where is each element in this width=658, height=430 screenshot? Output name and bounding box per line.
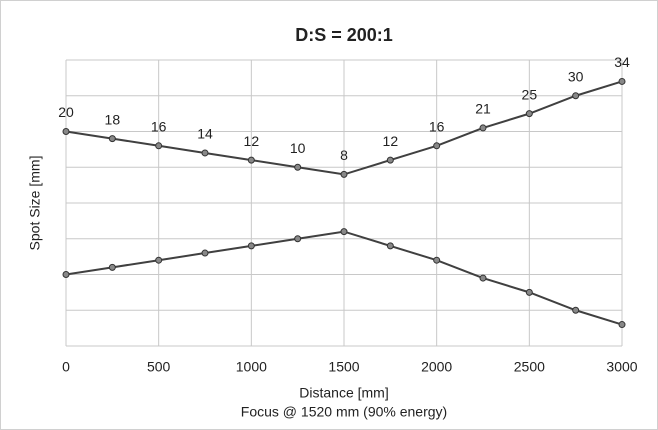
- point: [108, 263, 116, 271]
- point: [618, 321, 626, 329]
- x-axis-label: Distance [mm]: [299, 385, 388, 401]
- point: [294, 235, 302, 243]
- data-label: 12: [244, 133, 260, 149]
- data-label: 8: [340, 147, 348, 163]
- data-label: 21: [475, 101, 491, 117]
- y-axis-label: Spot Size [mm]: [27, 156, 43, 251]
- point: [386, 156, 394, 164]
- point: [155, 142, 163, 150]
- x-tick-label: 1500: [328, 359, 359, 375]
- point: [386, 242, 394, 250]
- x-tick-label: 1000: [236, 359, 267, 375]
- point: [247, 156, 255, 164]
- point: [433, 142, 441, 150]
- data-label: 34: [614, 54, 630, 70]
- data-label: 16: [151, 119, 167, 135]
- point: [247, 242, 255, 250]
- point: [62, 271, 70, 278]
- point: [340, 170, 348, 178]
- point: [62, 128, 70, 135]
- point: [201, 149, 209, 157]
- data-label: 16: [429, 119, 445, 135]
- point: [572, 92, 580, 100]
- x-tick-label: 500: [147, 359, 171, 375]
- data-label: 25: [522, 86, 538, 102]
- point: [525, 110, 533, 118]
- point: [155, 256, 163, 264]
- note: Focus @ 1520 mm (90% energy): [241, 404, 447, 420]
- x-tick-label: 0: [62, 359, 70, 375]
- data-label: 30: [568, 68, 584, 84]
- point: [479, 274, 487, 282]
- data-label: 12: [383, 133, 399, 149]
- data-label: 10: [290, 140, 306, 156]
- point: [433, 256, 441, 264]
- point: [479, 124, 487, 132]
- x-tick-label: 2500: [514, 359, 545, 375]
- data-label: 20: [58, 104, 74, 120]
- x-tick-label: 2000: [421, 359, 452, 375]
- point: [294, 163, 302, 171]
- point: [618, 77, 626, 85]
- data-label: 18: [105, 111, 121, 127]
- point: [201, 249, 209, 257]
- point: [525, 288, 533, 296]
- point: [340, 228, 348, 236]
- point: [108, 135, 116, 143]
- chart-title: D:S = 200:1: [295, 25, 393, 45]
- data-label: 14: [197, 126, 213, 142]
- point: [572, 306, 580, 314]
- x-tick-label: 3000: [606, 359, 637, 375]
